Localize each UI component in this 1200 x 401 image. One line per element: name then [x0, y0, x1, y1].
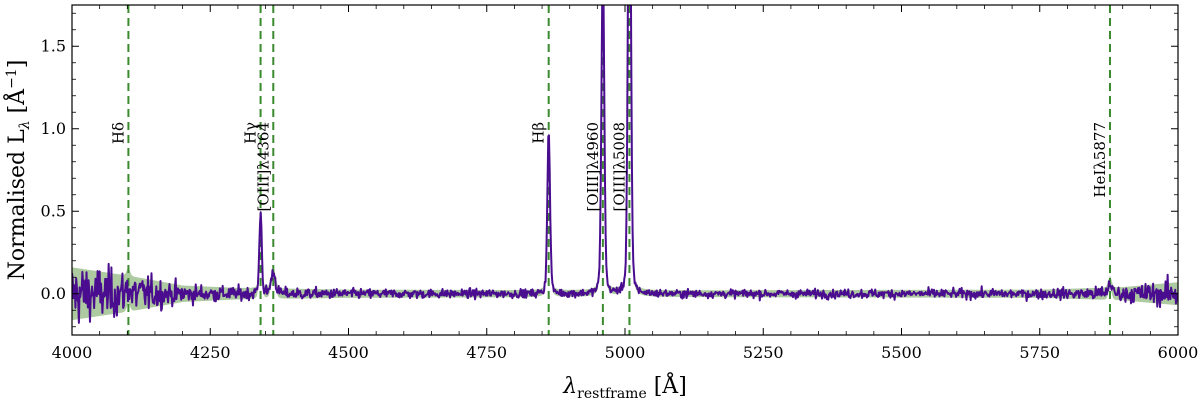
emission-line-label: Hβ [530, 122, 548, 144]
x-tick-label: 5000 [605, 343, 646, 362]
y-axis-ticks: 0.0 0.5 1.0 1.5 [41, 12, 1178, 328]
x-tick-label: 4750 [466, 343, 507, 362]
x-tick-label: 4000 [52, 343, 93, 362]
emission-line-label: [OIII]λ4364 [254, 122, 272, 211]
emission-line-label: [OIII]λ4960 [584, 122, 602, 211]
emission-line-label: Hδ [109, 122, 127, 144]
x-tick-label: 6000 [1158, 343, 1199, 362]
x-tick-label: 5250 [743, 343, 784, 362]
x-tick-label: 4500 [328, 343, 369, 362]
y-tick-label: 0.0 [41, 284, 66, 303]
emission-line-label: HeIλ5877 [1091, 122, 1109, 198]
x-axis-ticks: 4000 4250 4500 4750 5000 5250 5500 5750 6000 [52, 5, 1199, 362]
y-tick-label: 1.5 [41, 36, 66, 55]
x-tick-label: 5500 [881, 343, 922, 362]
plot-area [72, 5, 1178, 335]
emission-line-label: [OIII]λ5008 [610, 122, 628, 211]
y-tick-label: 1.0 [41, 119, 66, 138]
x-axis-title: λrestframe [Å] [562, 371, 687, 401]
emission-line-labels: Hδ Hγ[OIII]λ4364 Hβ [OIII]λ4960 [OIII]λ5008 H… [109, 122, 1109, 212]
emission-line-markers [127, 5, 1111, 335]
y-tick-label: 0.5 [41, 201, 66, 220]
x-tick-label: 4250 [190, 343, 231, 362]
y-axis-title: Normalised Lλ [Å−1] [2, 60, 33, 281]
spectrum-line [72, 5, 1178, 324]
emission-line-label: Hγ [242, 122, 260, 144]
x-tick-label: 5750 [1019, 343, 1060, 362]
